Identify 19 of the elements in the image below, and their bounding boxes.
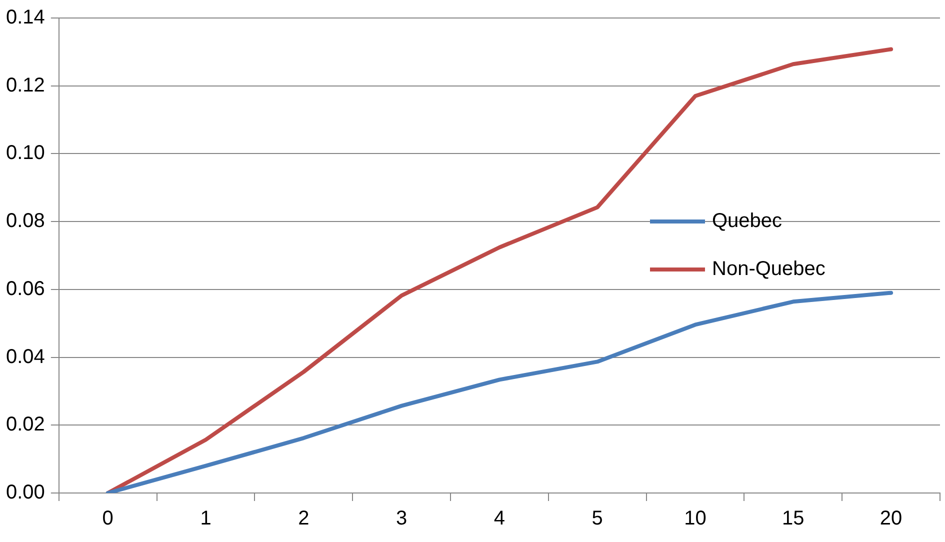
legend-label: Quebec [712, 210, 782, 232]
x-tick-label: 15 [782, 508, 804, 530]
y-tick-label: 0.10 [6, 142, 45, 164]
x-tick-label: 20 [880, 508, 902, 530]
x-tick-label: 4 [494, 508, 506, 530]
y-tick-label: 0.12 [6, 74, 45, 96]
x-tick-label: 5 [592, 508, 603, 530]
x-tick-label: 1 [200, 508, 212, 530]
x-tick-label: 0 [102, 508, 114, 530]
y-tick-label: 0.02 [6, 414, 45, 436]
x-tick-label: 2 [298, 508, 310, 530]
x-tick-label: 3 [396, 508, 408, 530]
y-tick-label: 0.08 [6, 210, 45, 232]
y-tick-label: 0.14 [6, 6, 45, 29]
legend-label: Non-Quebec [712, 258, 826, 280]
y-tick-label: 0.06 [6, 278, 45, 300]
y-tick-label: 0.00 [6, 482, 45, 504]
x-tick-label: 10 [684, 508, 706, 530]
y-tick-label: 0.04 [6, 346, 45, 368]
